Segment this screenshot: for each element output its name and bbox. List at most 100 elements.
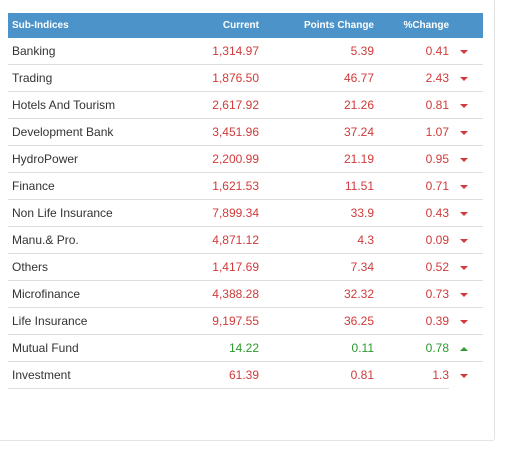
sub-index-name: Mutual Fund [8,334,158,363]
percent-change-value: 0.71 [374,172,449,201]
percent-change-value: 0.41 [374,38,449,66]
current-value: 9,197.55 [158,307,259,336]
sub-index-name: Investment [8,361,158,390]
sub-index-name: Non Life Insurance [8,199,158,228]
points-change-value: 36.25 [259,307,374,336]
current-value: 1,417.69 [158,253,259,282]
points-change-value: 21.26 [259,91,374,120]
current-value: 1,621.53 [158,172,259,201]
triangle-down-icon [460,239,468,244]
percent-change-value: 1.3 [374,361,449,390]
header-percent-change[interactable]: %Change [403,20,449,31]
trend-arrow-cell [449,199,483,228]
triangle-down-icon [460,212,468,217]
table-row[interactable]: Mutual Fund 14.22 0.11 0.78 [8,334,483,363]
table-header-row: Sub-Indices Current Points Change %Chang… [8,13,483,38]
points-change-value: 0.81 [259,361,374,390]
percent-change-value: 0.43 [374,199,449,228]
sub-index-name: Microfinance [8,280,158,309]
triangle-down-icon [460,158,468,163]
table-row[interactable]: Microfinance 4,388.28 32.32 0.73 [8,280,483,309]
sub-index-name: Trading [8,64,158,93]
header-arrow-column [449,13,483,38]
trend-arrow-cell [449,253,483,282]
points-change-value: 33.9 [259,199,374,228]
sub-indices-table: Sub-Indices Current Points Change %Chang… [8,13,483,390]
trend-arrow-cell [449,145,483,174]
table-row[interactable]: Hotels And Tourism 2,617.92 21.26 0.81 [8,91,483,120]
current-value: 4,388.28 [158,280,259,309]
trend-arrow-cell [449,307,483,336]
table-row[interactable]: Investment 61.39 0.81 1.3 [8,361,483,390]
current-value: 7,899.34 [158,199,259,228]
current-value: 1,314.97 [158,38,259,66]
current-value: 14.22 [158,334,259,363]
current-value: 4,871.12 [158,226,259,255]
percent-change-value: 2.43 [374,64,449,93]
triangle-down-icon [460,131,468,136]
points-change-value: 11.51 [259,172,374,201]
trend-arrow-cell [449,172,483,201]
current-value: 2,200.99 [158,145,259,174]
points-change-value: 21.19 [259,145,374,174]
percent-change-value: 0.81 [374,91,449,120]
trend-arrow-cell [449,280,483,309]
points-change-value: 7.34 [259,253,374,282]
table-row[interactable]: Development Bank 3,451.96 37.24 1.07 [8,118,483,147]
sub-index-name: Development Bank [8,118,158,147]
percent-change-value: 0.95 [374,145,449,174]
sub-index-name: Finance [8,172,158,201]
current-value: 61.39 [158,361,259,390]
points-change-value: 32.32 [259,280,374,309]
sub-index-name: Manu.& Pro. [8,226,158,255]
percent-change-value: 1.07 [374,118,449,147]
triangle-down-icon [460,266,468,271]
triangle-down-icon [460,104,468,109]
trend-arrow-cell [449,226,483,255]
current-value: 3,451.96 [158,118,259,147]
points-change-value: 0.11 [259,334,374,363]
percent-change-value: 0.52 [374,253,449,282]
triangle-down-icon [460,320,468,325]
current-value: 1,876.50 [158,64,259,93]
points-change-value: 4.3 [259,226,374,255]
sub-index-name: Others [8,253,158,282]
trend-arrow-cell [449,91,483,120]
triangle-down-icon [460,293,468,298]
percent-change-value: 0.39 [374,307,449,336]
header-points-change[interactable]: Points Change [303,20,374,31]
trend-arrow-cell [449,362,483,389]
triangle-down-icon [460,49,468,54]
table-row[interactable]: Life Insurance 9,197.55 36.25 0.39 [8,307,483,336]
trend-arrow-cell [449,38,483,66]
percent-change-value: 0.78 [374,334,449,363]
table-body: Banking 1,314.97 5.39 0.41 Trading 1,876.50 46… [8,38,483,390]
points-change-value: 5.39 [259,38,374,66]
table-row[interactable]: HydroPower 2,200.99 21.19 0.95 [8,145,483,174]
triangle-down-icon [460,77,468,82]
table-row[interactable]: Finance 1,621.53 11.51 0.71 [8,172,483,201]
points-change-value: 46.77 [259,64,374,93]
sub-index-name: Life Insurance [8,307,158,336]
sub-index-name: Banking [8,38,158,66]
table-row[interactable]: Non Life Insurance 7,899.34 33.9 0.43 [8,199,483,228]
table-row[interactable]: Manu.& Pro. 4,871.12 4.3 0.09 [8,226,483,255]
triangle-up-icon [460,347,468,352]
sub-index-name: HydroPower [8,145,158,174]
sub-index-name: Hotels And Tourism [8,91,158,120]
sub-indices-panel: Sub-Indices Current Points Change %Chang… [0,0,495,441]
current-value: 2,617.92 [158,91,259,120]
points-change-value: 37.24 [259,118,374,147]
table-row[interactable]: Banking 1,314.97 5.39 0.41 [8,38,483,66]
percent-change-value: 0.73 [374,280,449,309]
trend-arrow-cell [449,64,483,93]
table-row[interactable]: Others 1,417.69 7.34 0.52 [8,253,483,282]
table-row[interactable]: Trading 1,876.50 46.77 2.43 [8,64,483,93]
triangle-down-icon [460,374,468,379]
percent-change-value: 0.09 [374,226,449,255]
trend-arrow-cell [449,334,483,363]
header-sub-indices[interactable]: Sub-Indices [12,20,69,31]
triangle-down-icon [460,185,468,190]
trend-arrow-cell [449,118,483,147]
header-current[interactable]: Current [222,20,259,31]
